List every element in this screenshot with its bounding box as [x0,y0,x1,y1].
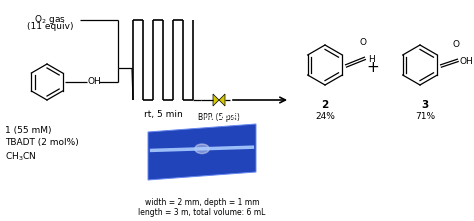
Text: width = 2 mm, depth = 1 mm: width = 2 mm, depth = 1 mm [145,198,259,207]
Text: 2: 2 [321,100,328,110]
Text: O: O [453,40,459,49]
Text: OH: OH [88,78,102,86]
Text: 1 (55 mM)
TBADT (2 mol%)
CH$_3$CN: 1 (55 mM) TBADT (2 mol%) CH$_3$CN [5,126,79,163]
Text: (11 equiv): (11 equiv) [27,22,73,31]
Text: +: + [366,61,379,76]
Polygon shape [213,94,219,106]
Text: rt, 5 min: rt, 5 min [144,110,182,119]
Text: 71%: 71% [415,112,435,121]
Text: O: O [359,38,366,47]
Text: 3: 3 [421,100,428,110]
Text: H: H [368,55,375,63]
Text: O$_2$ gas: O$_2$ gas [34,13,66,26]
Text: length = 3 m, total volume: 6 mL: length = 3 m, total volume: 6 mL [138,208,266,217]
Text: 24%: 24% [315,112,335,121]
Text: BPR (5 psi): BPR (5 psi) [198,113,240,122]
Polygon shape [219,94,225,106]
Text: OH: OH [460,57,474,65]
